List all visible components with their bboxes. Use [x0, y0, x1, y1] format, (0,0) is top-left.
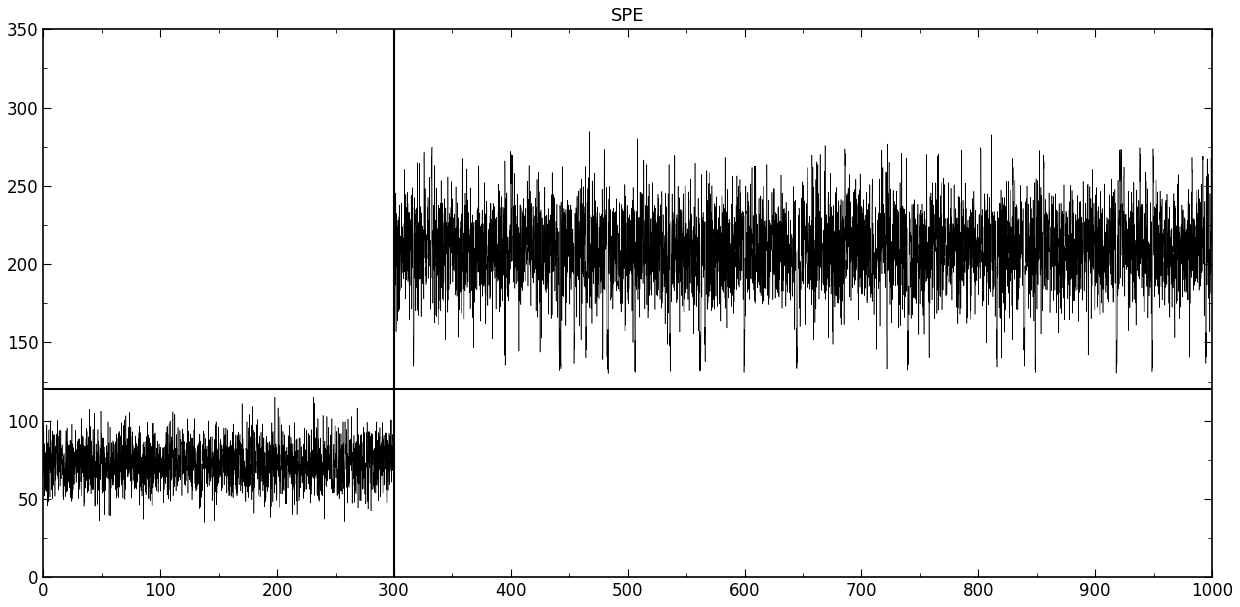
Title: SPE: SPE — [611, 7, 645, 25]
